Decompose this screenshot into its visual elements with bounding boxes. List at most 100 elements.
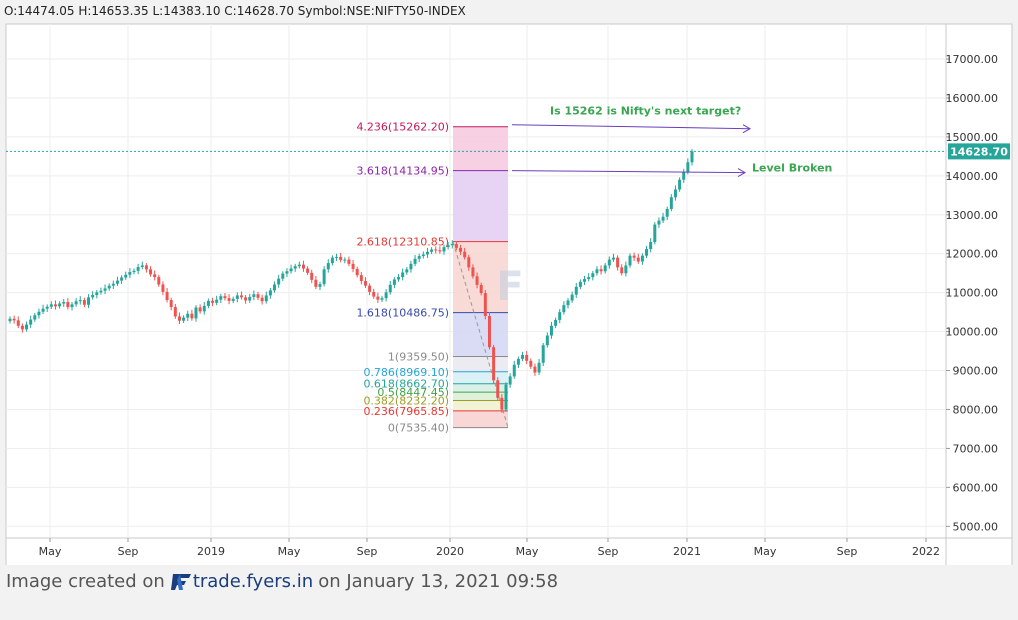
candle-body	[173, 307, 177, 317]
candle-body	[223, 296, 227, 299]
candle-body	[421, 254, 425, 257]
candle-body	[649, 242, 653, 250]
candle-body	[537, 362, 541, 373]
y-tick-label: 13000.00	[946, 209, 999, 222]
candle-body	[132, 270, 136, 273]
candle-body	[351, 263, 355, 269]
candle-body	[12, 318, 16, 321]
price-chart[interactable]: 5000.00 6000.00 7000.00 8000.00 9000.00 10000…	[0, 0, 1018, 565]
candle-body	[665, 208, 669, 217]
candle-body	[347, 259, 351, 264]
candle-body	[268, 290, 272, 296]
candle-body	[483, 293, 487, 317]
candle-body	[686, 162, 690, 172]
candle-body	[591, 273, 595, 278]
candle-body	[454, 244, 458, 248]
fib-zone	[453, 312, 508, 357]
y-tick-label: 14000.00	[946, 170, 999, 183]
candle-body	[165, 291, 169, 301]
candle-body	[690, 151, 694, 163]
candle-body	[669, 197, 673, 209]
candle-body	[310, 272, 314, 280]
candle-body	[306, 268, 310, 273]
x-tick-label: 2020	[436, 545, 464, 558]
candle-body	[194, 307, 198, 319]
candle-body	[405, 269, 409, 273]
fib-level-label: 0.236(7965.85)	[363, 405, 449, 418]
candle-body	[459, 247, 463, 252]
candle-body	[521, 354, 525, 359]
candle-body	[219, 296, 223, 300]
fib-zone	[453, 392, 508, 401]
x-tick-label: Sep	[118, 545, 139, 558]
candle-body	[231, 298, 235, 301]
candle-body	[541, 345, 545, 363]
x-tick-label: May	[754, 545, 777, 558]
fib-level-label: 0.786(8969.10)	[363, 366, 449, 379]
candle-body	[554, 319, 558, 326]
annotation-arrowhead	[742, 124, 752, 134]
footer-brand[interactable]: trade.fyers.in	[192, 571, 314, 592]
fib-level-label: 0(7535.40)	[388, 422, 449, 435]
candle-body	[682, 171, 686, 180]
candle-body	[628, 255, 632, 266]
candle-body	[574, 286, 578, 295]
footer-suffix: on January 13, 2021 09:58	[318, 571, 559, 592]
candle-body	[124, 274, 128, 278]
candle-body	[368, 285, 372, 292]
y-tick-label: 10000.00	[946, 326, 999, 339]
candle-body	[607, 259, 611, 266]
candle-body	[99, 290, 103, 293]
candle-body	[442, 247, 446, 252]
y-tick-label: 8000.00	[953, 404, 999, 417]
annotation-text: Is 15262 is Nifty's next target?	[550, 105, 741, 118]
candle-body	[678, 179, 682, 190]
candle-body	[289, 268, 293, 272]
y-tick-label: 16000.00	[946, 92, 999, 105]
candle-body	[558, 312, 562, 320]
x-tick-label: Sep	[837, 545, 858, 558]
candle-body	[128, 272, 132, 275]
candle-body	[157, 277, 161, 285]
fyers-logo-icon	[170, 572, 193, 592]
candle-body	[111, 283, 115, 286]
x-tick-label: 2022	[912, 545, 940, 558]
candle-body	[512, 364, 516, 377]
annotation-arrow	[511, 124, 751, 130]
candle-body	[20, 325, 24, 330]
candle-body	[227, 298, 231, 301]
candle-body	[487, 316, 491, 348]
annotation-arrowhead	[737, 168, 747, 178]
candle-body	[82, 300, 86, 305]
candle-body	[16, 320, 20, 326]
candle-body	[359, 275, 363, 281]
candle-body	[657, 220, 661, 225]
candle-body	[103, 288, 107, 291]
candle-body	[186, 313, 190, 318]
candle-body	[144, 265, 148, 270]
annotation-text: Level Broken	[752, 162, 832, 175]
candle-body	[653, 224, 657, 243]
last-price-label: 14628.70	[950, 145, 1008, 158]
candle-body	[508, 376, 512, 385]
candle-body	[343, 259, 347, 261]
candle-body	[120, 277, 124, 281]
candle-body	[244, 297, 248, 301]
candle-body	[198, 307, 202, 312]
fib-zone	[453, 241, 508, 313]
x-tick-label: May	[39, 545, 62, 558]
fib-level-label: 1.618(10486.75)	[356, 307, 449, 320]
candle-body	[409, 263, 413, 270]
candle-body	[115, 280, 119, 284]
fib-zone	[453, 371, 508, 384]
candle-body	[182, 317, 186, 321]
candle-body	[640, 255, 644, 262]
candle-body	[673, 189, 677, 198]
candle-body	[301, 264, 305, 269]
candle-body	[545, 335, 549, 346]
candle-body	[446, 245, 450, 248]
candle-body	[335, 256, 339, 258]
candle-body	[355, 268, 359, 276]
candle-body	[140, 265, 144, 267]
candle-body	[235, 295, 239, 299]
